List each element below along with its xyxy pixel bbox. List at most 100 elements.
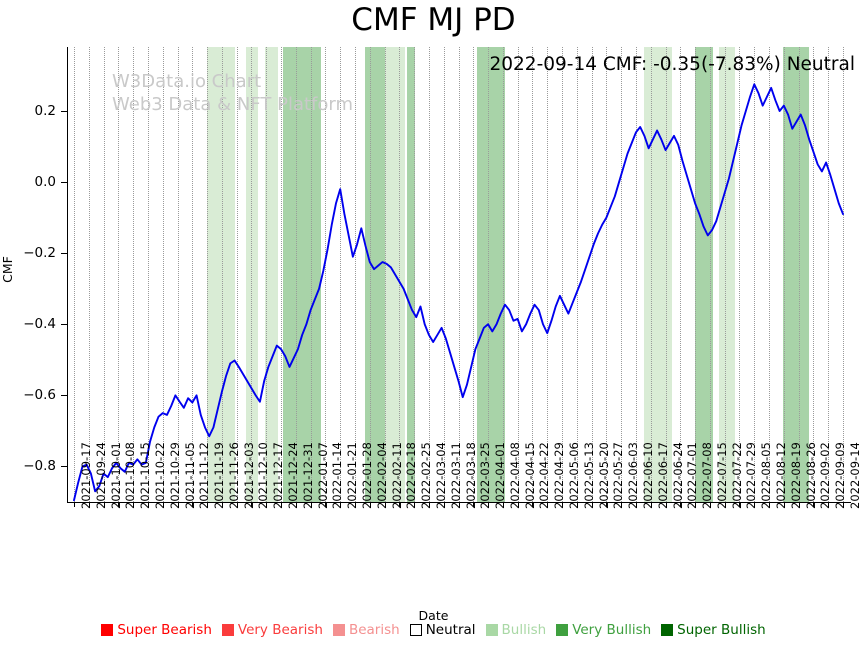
x-tick-label: 2022-06-24 xyxy=(670,442,685,509)
x-tick-label: 2022-03-04 xyxy=(433,442,448,509)
legend-item-neutral[interactable]: Neutral xyxy=(409,622,476,638)
gridline xyxy=(665,47,667,502)
x-tick-mark xyxy=(488,502,490,507)
gridline xyxy=(783,47,785,502)
gridline xyxy=(162,47,164,502)
x-tick-label: 2022-02-25 xyxy=(419,442,434,509)
gridline xyxy=(591,47,593,502)
x-tick-mark xyxy=(177,502,179,507)
gridline xyxy=(562,47,564,502)
x-tick-label: 2022-07-22 xyxy=(729,442,744,509)
sentiment-band-bullish xyxy=(207,47,235,502)
y-tick-label: −0.6 xyxy=(23,387,56,404)
x-tick-label: 2022-06-17 xyxy=(655,442,670,509)
gridline xyxy=(843,47,844,502)
x-tick-mark xyxy=(207,502,209,507)
gridline xyxy=(709,47,711,502)
legend-item-super-bullish[interactable]: Super Bullish xyxy=(661,622,766,638)
x-tick-mark xyxy=(724,502,726,507)
gridline xyxy=(88,47,90,502)
gridline xyxy=(251,47,253,502)
y-tick-label: 0.2 xyxy=(34,102,56,119)
latest-value-annotation: 2022-09-14 CMF: -0.35(-7.83%) Neutral xyxy=(489,54,855,75)
legend-swatch-icon xyxy=(101,624,114,636)
x-tick-mark xyxy=(384,502,386,507)
gridline xyxy=(384,47,386,502)
legend-swatch-icon xyxy=(661,624,674,636)
x-tick-mark xyxy=(591,502,593,507)
y-tick-mark xyxy=(61,324,67,326)
x-tick-mark xyxy=(266,502,268,507)
x-tick-label: 2022-06-10 xyxy=(640,442,655,509)
sentiment-band-very-bullish xyxy=(477,47,505,502)
x-tick-mark xyxy=(680,502,682,507)
x-tick-label: 2021-09-17 xyxy=(79,442,93,509)
x-tick-mark xyxy=(88,502,90,507)
x-tick-label: 2021-10-08 xyxy=(123,442,138,509)
legend-label: Bearish xyxy=(348,622,400,638)
y-axis-spine xyxy=(67,47,68,502)
x-tick-mark xyxy=(798,502,800,507)
gridline xyxy=(695,47,697,502)
gridline xyxy=(443,47,445,502)
gridline xyxy=(473,47,475,502)
y-tick-label: −0.4 xyxy=(23,316,56,333)
x-tick-label: 2021-10-01 xyxy=(108,442,123,509)
x-tick-mark xyxy=(562,502,564,507)
gridline xyxy=(606,47,608,502)
sentiment-band-bullish xyxy=(719,47,735,502)
x-tick-mark xyxy=(695,502,697,507)
x-tick-mark xyxy=(221,502,223,507)
legend-swatch-icon xyxy=(409,624,422,636)
x-tick-label: 2022-08-19 xyxy=(788,442,803,509)
gridline xyxy=(458,47,460,502)
gridline xyxy=(739,47,741,502)
x-tick-label: 2022-08-26 xyxy=(803,442,818,509)
sentiment-band-bullish xyxy=(265,47,278,502)
x-tick-mark xyxy=(236,502,238,507)
x-tick-label: 2022-02-11 xyxy=(389,442,404,509)
gridline xyxy=(354,47,356,502)
legend-item-bearish[interactable]: Bearish xyxy=(332,622,400,638)
x-tick-label: 2022-01-07 xyxy=(315,442,330,509)
gridline xyxy=(798,47,800,502)
legend-item-bullish[interactable]: Bullish xyxy=(485,622,546,638)
x-tick-mark xyxy=(709,502,711,507)
x-tick-label: 2021-10-15 xyxy=(138,442,153,509)
gridline xyxy=(369,47,371,502)
gridline xyxy=(547,47,549,502)
y-tick-mark xyxy=(61,182,67,184)
sentiment-band-very-bullish xyxy=(407,47,415,502)
gridline xyxy=(428,47,430,502)
gridline xyxy=(399,47,401,502)
x-tick-label: 2021-11-12 xyxy=(197,442,212,509)
gridline xyxy=(680,47,682,502)
x-tick-label: 2022-08-12 xyxy=(774,442,789,509)
legend-swatch-icon xyxy=(221,624,234,636)
y-tick-label: −0.8 xyxy=(23,458,56,475)
x-tick-mark xyxy=(635,502,637,507)
x-tick-label: 2022-02-04 xyxy=(374,442,389,509)
gridline xyxy=(754,47,756,502)
x-tick-mark xyxy=(192,502,194,507)
legend-item-super-bearish[interactable]: Super Bearish xyxy=(101,622,212,638)
x-tick-label: 2022-03-18 xyxy=(463,442,478,509)
x-tick-label: 2022-04-15 xyxy=(522,442,537,509)
x-tick-mark xyxy=(754,502,756,507)
gridline xyxy=(310,47,312,502)
legend-item-very-bullish[interactable]: Very Bullish xyxy=(556,622,651,638)
x-tick-mark xyxy=(295,502,297,507)
gridline xyxy=(281,47,283,502)
y-tick-mark xyxy=(61,110,67,112)
x-tick-mark xyxy=(783,502,785,507)
x-tick-mark xyxy=(340,502,342,507)
x-tick-mark xyxy=(502,502,504,507)
x-tick-label: 2021-09-24 xyxy=(93,442,108,509)
x-tick-label: 2021-12-31 xyxy=(300,442,315,509)
legend-item-very-bearish[interactable]: Very Bearish xyxy=(221,622,323,638)
gridline xyxy=(236,47,238,502)
x-tick-mark xyxy=(458,502,460,507)
x-tick-mark xyxy=(399,502,401,507)
gridline xyxy=(414,47,416,502)
gridline xyxy=(576,47,578,502)
